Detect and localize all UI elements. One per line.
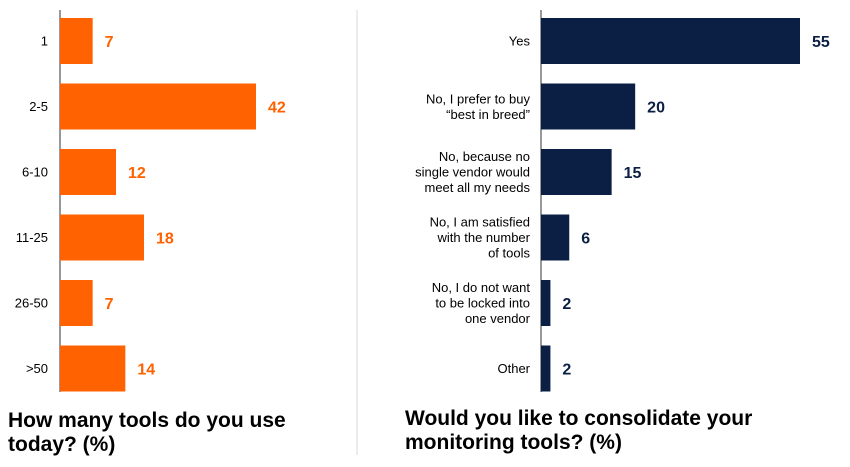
bar: [541, 83, 636, 130]
value-label: 2: [562, 362, 571, 379]
value-label: 2: [562, 296, 571, 313]
value-label: 7: [105, 296, 114, 313]
bar: [541, 214, 570, 261]
category-label: No, I do not want to be locked into one ve…: [432, 280, 531, 326]
value-label: 15: [624, 165, 642, 182]
bar: [541, 345, 551, 392]
category-label: Other: [497, 361, 530, 376]
value-label: 18: [156, 231, 174, 248]
value-label: 55: [812, 34, 830, 51]
value-label: 14: [137, 362, 155, 379]
value-label: 7: [105, 34, 114, 51]
category-label: No, because no single vendor would meet al…: [415, 149, 530, 195]
bar: [541, 18, 800, 64]
bar: [541, 280, 551, 326]
category-label: 26-50: [15, 296, 48, 311]
category-label: Yes: [509, 34, 531, 49]
bar: [541, 149, 612, 195]
category-label: 6-10: [22, 165, 48, 180]
bar: [60, 280, 93, 326]
bar: [60, 149, 116, 195]
bar: [60, 345, 126, 392]
category-label: No, I prefer to buy “best in breed”: [426, 91, 531, 122]
value-label: 12: [128, 165, 146, 182]
value-label: 42: [268, 100, 286, 117]
bar: [60, 18, 93, 64]
category-label: 11-25: [16, 230, 48, 245]
value-label: 6: [581, 231, 590, 248]
value-label: 20: [647, 100, 665, 117]
tools-count-chart-title: How many tools do you use today? (%): [8, 409, 286, 456]
category-label: 2-5: [29, 99, 48, 114]
tools-count-chart: 7 1 42 2-5 12 6-10 18 11-25 7 26-50 14 >50: [15, 10, 286, 392]
bar: [60, 83, 256, 130]
category-label: >50: [26, 361, 48, 376]
consolidation-chart-title: Would you like to consolidate your monit…: [405, 407, 753, 454]
category-label: No, I am satisfied with the number of tool…: [430, 215, 531, 261]
consolidation-chart: 55 Yes 20 No, I prefer to buy “best in breed…: [415, 10, 830, 392]
category-label: 1: [41, 34, 48, 49]
bar: [60, 214, 144, 261]
